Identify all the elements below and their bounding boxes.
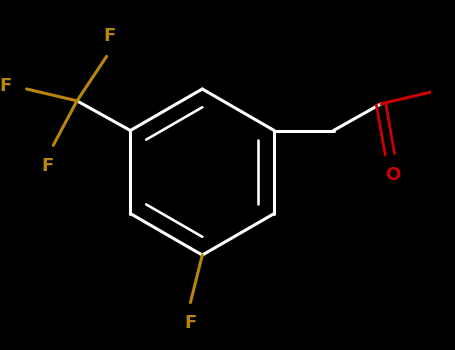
Text: F: F xyxy=(103,27,116,44)
Text: F: F xyxy=(0,77,12,95)
Text: F: F xyxy=(184,314,197,332)
Text: O: O xyxy=(385,166,400,184)
Text: F: F xyxy=(41,157,53,175)
